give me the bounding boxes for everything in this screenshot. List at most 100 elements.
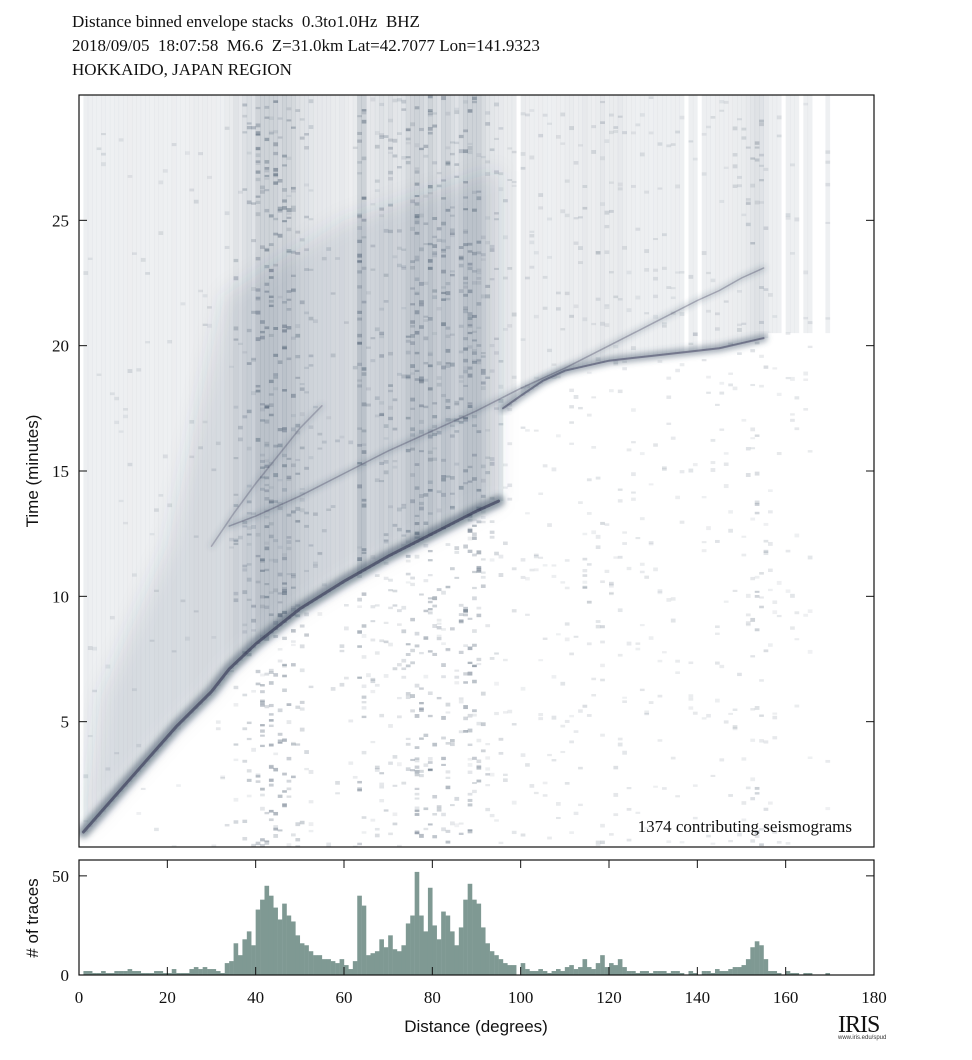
noise-speck xyxy=(631,131,636,135)
coda-column xyxy=(732,95,738,346)
histogram-bar xyxy=(215,971,221,975)
noise-speck xyxy=(436,618,442,622)
noise-speck xyxy=(260,704,265,707)
noise-speck xyxy=(498,398,504,403)
histogram-bar xyxy=(498,959,504,975)
noise-speck xyxy=(600,100,605,104)
histogram-bar xyxy=(441,911,446,975)
noise-speck xyxy=(662,467,667,471)
noise-speck xyxy=(542,306,548,310)
noise-speck xyxy=(520,833,526,837)
noise-speck xyxy=(463,730,468,733)
noise-speck xyxy=(701,495,707,499)
noise-speck xyxy=(374,189,380,193)
noise-speck xyxy=(613,813,619,817)
histogram-bar xyxy=(737,967,742,975)
noise-speck xyxy=(242,114,248,118)
noise-speck xyxy=(427,111,433,115)
histogram-bar xyxy=(626,971,632,975)
iris-logo-url: www.iris.edu/spud xyxy=(838,1035,887,1041)
bottom-y-tick-label: 0 xyxy=(61,966,70,985)
histogram-bar xyxy=(728,969,733,975)
noise-speck xyxy=(653,294,658,299)
noise-speck xyxy=(427,549,433,553)
noise-speck xyxy=(246,778,252,782)
noise-speck xyxy=(639,113,645,117)
histogram-bar xyxy=(485,943,490,975)
noise-speck xyxy=(750,655,756,658)
noise-speck xyxy=(701,251,707,256)
histogram-bar xyxy=(586,967,592,975)
noise-speck xyxy=(370,740,376,744)
noise-speck xyxy=(154,827,159,832)
noise-speck xyxy=(609,389,614,393)
coda-column xyxy=(198,95,203,705)
noise-speck xyxy=(772,712,778,715)
noise-speck xyxy=(719,381,725,385)
coda-column xyxy=(657,95,663,356)
coda-column xyxy=(149,95,155,757)
noise-speck xyxy=(609,271,614,274)
noise-speck xyxy=(741,818,747,822)
noise-speck xyxy=(542,794,548,797)
noise-speck xyxy=(273,181,279,185)
noise-speck xyxy=(768,510,773,514)
histogram-bar xyxy=(525,969,530,975)
noise-speck xyxy=(220,776,226,780)
coda-column xyxy=(556,95,561,375)
noise-speck xyxy=(388,177,393,181)
noise-speck xyxy=(427,691,433,695)
noise-speck xyxy=(286,720,292,725)
noise-speck xyxy=(361,701,367,704)
noise-speck xyxy=(335,792,340,795)
noise-speck xyxy=(286,249,292,253)
histogram-bar xyxy=(785,971,791,975)
noise-speck xyxy=(759,286,764,289)
noise-speck xyxy=(759,572,764,575)
noise-speck xyxy=(639,624,645,627)
noise-speck xyxy=(600,521,605,525)
noise-speck xyxy=(414,143,420,148)
histogram-bar xyxy=(613,965,619,975)
noise-speck xyxy=(480,749,486,753)
noise-speck xyxy=(268,214,274,218)
noise-speck xyxy=(202,323,208,327)
noise-speck xyxy=(644,268,650,272)
x-tick-label: 40 xyxy=(247,988,264,1007)
noise-speck xyxy=(622,750,627,755)
noise-speck xyxy=(419,708,424,712)
noise-speck xyxy=(383,640,389,644)
noise-speck xyxy=(785,589,791,593)
histogram-bar xyxy=(679,973,685,975)
noise-speck xyxy=(472,596,477,601)
noise-speck xyxy=(467,150,473,155)
noise-speck xyxy=(609,181,614,184)
histogram-bar xyxy=(639,971,645,975)
noise-speck xyxy=(423,144,429,149)
coda-column xyxy=(776,95,782,334)
noise-speck xyxy=(136,812,142,815)
noise-speck xyxy=(445,742,451,745)
noise-speck xyxy=(573,161,579,165)
noise-speck xyxy=(260,690,265,694)
noise-speck xyxy=(472,96,477,101)
noise-speck xyxy=(723,600,729,603)
x-tick-label: 140 xyxy=(685,988,711,1007)
noise-speck xyxy=(282,154,287,158)
noise-speck xyxy=(414,797,420,800)
coda-column xyxy=(737,95,742,345)
noise-speck xyxy=(754,594,760,598)
noise-speck xyxy=(794,533,800,538)
noise-speck xyxy=(397,715,402,719)
noise-speck xyxy=(383,621,389,624)
noise-speck xyxy=(639,452,645,456)
noise-speck xyxy=(432,813,438,816)
histogram-bar xyxy=(171,969,177,975)
noise-speck xyxy=(423,609,429,613)
noise-speck xyxy=(511,375,517,379)
noise-speck xyxy=(759,119,764,123)
noise-speck xyxy=(472,665,477,668)
noise-speck xyxy=(264,174,270,177)
noise-speck xyxy=(432,742,438,747)
noise-speck xyxy=(706,713,711,718)
